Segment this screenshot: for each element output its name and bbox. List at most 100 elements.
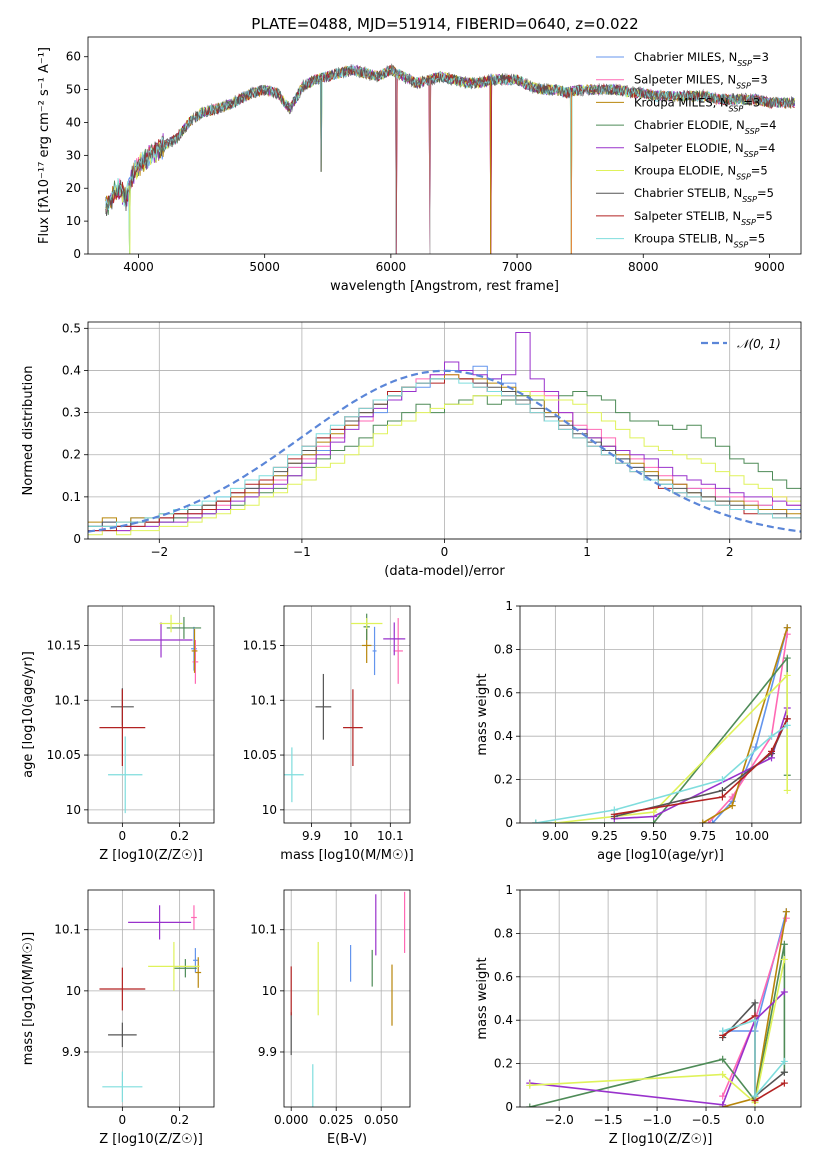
weight-marker: [780, 955, 788, 963]
y-tick-label: 10: [66, 214, 81, 228]
x-axis-label: (data-model)/error: [384, 564, 505, 579]
histogram-step: [88, 391, 801, 536]
legend-count: =5: [757, 186, 774, 200]
x-axis-label: mass [log10(M/M☉)]: [280, 848, 413, 863]
chart-spectrum: 4000 5000 6000 7000 8000 9000 0 10 20 30 40 50 60 wav…: [37, 36, 802, 294]
x-tick-label: 0: [441, 545, 449, 559]
legend-subscript: SSP: [741, 217, 756, 226]
y-tick-label: 10.05: [243, 748, 277, 762]
x-tick-label: 9.9: [302, 829, 321, 843]
weight-line: [712, 627, 788, 823]
chart-residual_histogram: −2 −1 0 1 2 0 0.1 0.2 0.3 0.4 0.5 (data-model)/erro…: [21, 321, 802, 579]
x-tick-label: 4000: [123, 260, 154, 274]
weight-marker: [719, 1092, 727, 1100]
legend-subscript: SSP: [736, 172, 751, 181]
weight-marker: [783, 624, 791, 632]
weight-marker: [783, 786, 791, 794]
y-tick-label: 0.6: [494, 686, 513, 700]
y-tick-label: 9.9: [258, 1045, 277, 1059]
legend-label: Kroupa STELIB, NSSP=5: [634, 232, 765, 250]
weight-marker: [610, 806, 618, 814]
x-tick-label: 0.2: [170, 1113, 189, 1127]
chart-mass_weight_vs_Z: −2.0 −1.5 −1.0 −0.5 0.0 0 0.2 0.4 0.6 0.8 1 Z [log1…: [475, 883, 802, 1147]
y-tick-label: 0.3: [62, 406, 81, 420]
weight-line: [529, 959, 786, 1105]
x-axis-label: Z [log10(Z/Z☉)]: [99, 1132, 203, 1147]
chart-age_vs_mass: 9.9 10 10.1 10 10.05 10.1 10.15 mass [log10(M/M…: [243, 605, 414, 863]
legend-count: =5: [756, 209, 773, 223]
y-tick-label: 0.4: [62, 363, 81, 377]
plot-area: [99, 614, 202, 814]
weight-marker: [532, 819, 540, 823]
weight-marker: [719, 1070, 727, 1078]
legend-label: Chabrier MILES, NSSP=3: [634, 50, 769, 68]
weight-marker: [783, 721, 791, 729]
x-tick-label: −2: [150, 545, 168, 559]
y-axis-label: age [log10(age/yr)]: [21, 651, 36, 778]
weight-line: [555, 673, 788, 823]
axes-frame: [283, 605, 411, 824]
y-tick-label: 0.2: [62, 448, 81, 462]
x-tick-label: 9.50: [640, 829, 667, 843]
plot-area: [526, 908, 790, 1107]
x-tick-label: −1.5: [594, 1113, 623, 1127]
y-tick-label: 10.1: [250, 693, 277, 707]
weight-marker: [782, 908, 790, 916]
chart-mass_vs_Z: 0 0.2 9.9 10 10.1 Z [log10(Z/Z☉)] mass [log10(…: [21, 889, 215, 1147]
weight-marker: [780, 1057, 788, 1065]
weight-marker: [718, 786, 726, 794]
weight-marker: [718, 793, 726, 801]
x-axis-label: wavelength [Angstrom, rest frame]: [330, 279, 559, 294]
weight-line: [614, 707, 788, 820]
weight-line: [702, 627, 788, 823]
y-tick-label: 0: [73, 247, 81, 261]
y-tick-label: 0.1: [62, 490, 81, 504]
weight-marker: [780, 1079, 788, 1087]
x-tick-label: −0.5: [691, 1113, 720, 1127]
plot-area: [99, 905, 202, 1103]
legend-count: =5: [748, 232, 765, 246]
y-axis-label: mass weight: [475, 957, 490, 1039]
weight-marker: [699, 819, 707, 823]
legend-count: =3: [751, 73, 768, 87]
weight-marker: [780, 940, 788, 948]
x-tick-label: 2: [726, 545, 734, 559]
legend-subscript: SSP: [729, 104, 744, 113]
legend-subscript: SSP: [736, 81, 751, 90]
axes-frame: [87, 36, 802, 255]
weight-marker: [783, 671, 791, 679]
weight-line: [708, 634, 788, 823]
y-tick-label: 0.2: [494, 1057, 513, 1071]
legend-count: =3: [743, 95, 760, 109]
x-tick-label: 0.0: [745, 1113, 764, 1127]
x-tick-label: 0.000: [274, 1113, 308, 1127]
weight-marker: [751, 999, 759, 1007]
y-tick-label: 30: [66, 148, 81, 162]
x-tick-label: 9.25: [591, 829, 618, 843]
x-axis-label: E(B-V): [327, 1132, 367, 1147]
legend-label: Chabrier ELODIE, NSSP=4: [634, 118, 776, 136]
spectrum-line: [105, 64, 796, 254]
x-tick-label: 5000: [249, 260, 280, 274]
y-tick-label: 40: [66, 115, 81, 129]
weight-marker: [719, 1027, 727, 1035]
weight-line: [722, 1019, 786, 1099]
weight-marker: [526, 1081, 534, 1089]
y-tick-label: 10.15: [243, 638, 277, 652]
weight-marker: [526, 1103, 534, 1107]
y-tick-label: 1: [505, 599, 513, 613]
y-tick-label: 0.4: [494, 1013, 513, 1027]
y-tick-label: 0: [505, 816, 513, 830]
x-tick-label: 0.050: [364, 1113, 398, 1127]
legend-count: =3: [752, 50, 769, 64]
y-tick-label: 10.15: [47, 638, 81, 652]
axes-frame: [87, 605, 215, 824]
legend-label: Salpeter MILES, NSSP=3: [634, 73, 768, 91]
y-axis-label: Normed distribution: [21, 366, 36, 496]
normal-curve: [88, 369, 801, 533]
y-tick-label: 0: [73, 532, 81, 546]
weight-line: [614, 718, 788, 816]
plot-area: [105, 63, 796, 254]
weight-marker: [719, 1055, 727, 1063]
y-tick-label: 10: [66, 803, 81, 817]
